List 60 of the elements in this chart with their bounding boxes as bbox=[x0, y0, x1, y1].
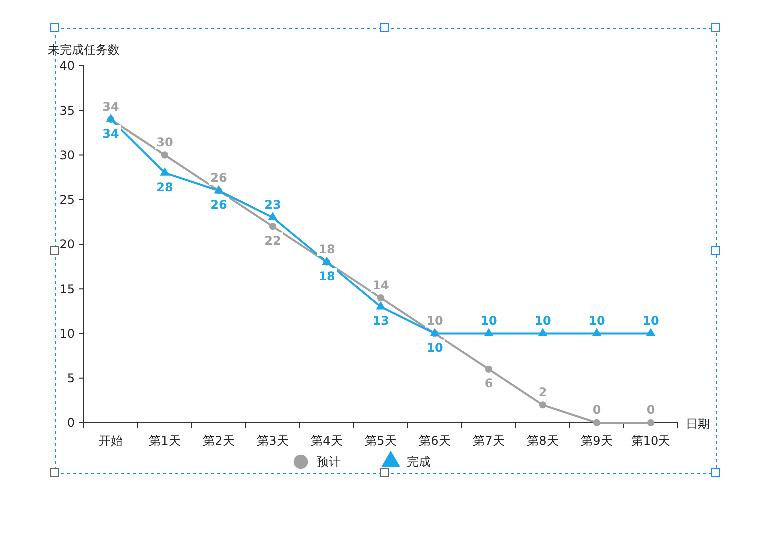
y-tick-label: 0 bbox=[67, 416, 75, 430]
x-tick-label: 开始 bbox=[99, 434, 123, 448]
y-tick-label: 35 bbox=[60, 104, 75, 118]
data-label: 10 bbox=[480, 314, 498, 328]
data-label: 13 bbox=[372, 314, 390, 328]
x-tick-label: 第4天 bbox=[311, 434, 343, 448]
point bbox=[484, 328, 494, 337]
point bbox=[268, 212, 278, 220]
x-tick-label: 第5天 bbox=[365, 434, 397, 448]
y-tick-label: 5 bbox=[67, 372, 75, 386]
data-label: 26 bbox=[210, 171, 228, 186]
data-label: 10 bbox=[426, 314, 444, 328]
x-tick-label: 第7天 bbox=[473, 434, 505, 448]
data-label: 34 bbox=[102, 100, 120, 114]
y-axis-title: 未完成任务数 bbox=[48, 43, 120, 57]
point bbox=[376, 301, 386, 310]
x-axis-title: 日期 bbox=[686, 417, 710, 431]
x-tick-label: 第3天 bbox=[257, 434, 289, 448]
x-tick-label: 第9天 bbox=[581, 434, 613, 448]
x-tick-label: 第1天 bbox=[149, 434, 181, 448]
data-label: 28 bbox=[156, 180, 174, 194]
data-label: 10 bbox=[588, 314, 606, 328]
data-label: 10 bbox=[642, 314, 660, 328]
x-tick-label: 第6天 bbox=[419, 434, 451, 448]
point bbox=[485, 366, 493, 374]
y-tick-label: 25 bbox=[60, 193, 75, 208]
point bbox=[538, 328, 548, 337]
data-label: 18 bbox=[318, 270, 336, 284]
y-tick-label: 10 bbox=[60, 326, 75, 341]
point bbox=[161, 152, 169, 159]
point bbox=[593, 419, 601, 427]
data-label: 10 bbox=[426, 340, 444, 355]
data-label: 23 bbox=[264, 198, 282, 212]
data-label: 22 bbox=[264, 234, 282, 248]
data-label: 0 bbox=[646, 403, 656, 418]
data-label: 0 bbox=[592, 403, 602, 418]
data-label: 18 bbox=[318, 242, 336, 257]
data-label: 6 bbox=[484, 376, 494, 391]
point bbox=[646, 328, 656, 337]
data-label: 30 bbox=[156, 135, 174, 150]
x-tick-label: 第8天 bbox=[527, 434, 559, 448]
data-label: 34 bbox=[102, 126, 120, 141]
point bbox=[377, 294, 385, 302]
x-tick-label: 第10天 bbox=[631, 434, 671, 448]
point bbox=[539, 402, 547, 409]
y-tick-label: 30 bbox=[60, 148, 75, 162]
x-tick-label: 第2天 bbox=[203, 434, 235, 448]
legend-label: 预计 bbox=[317, 455, 341, 470]
data-label: 10 bbox=[534, 314, 552, 328]
data-label: 26 bbox=[210, 198, 228, 212]
data-label: 2 bbox=[538, 385, 548, 400]
y-tick-label: 40 bbox=[60, 59, 75, 74]
point bbox=[647, 419, 655, 427]
legend-label: 完成 bbox=[407, 455, 431, 470]
point bbox=[160, 168, 170, 176]
point bbox=[592, 328, 602, 337]
y-tick-label: 20 bbox=[60, 238, 75, 252]
point bbox=[269, 223, 277, 230]
y-tick-label: 15 bbox=[60, 282, 75, 296]
data-label: 14 bbox=[372, 278, 390, 292]
